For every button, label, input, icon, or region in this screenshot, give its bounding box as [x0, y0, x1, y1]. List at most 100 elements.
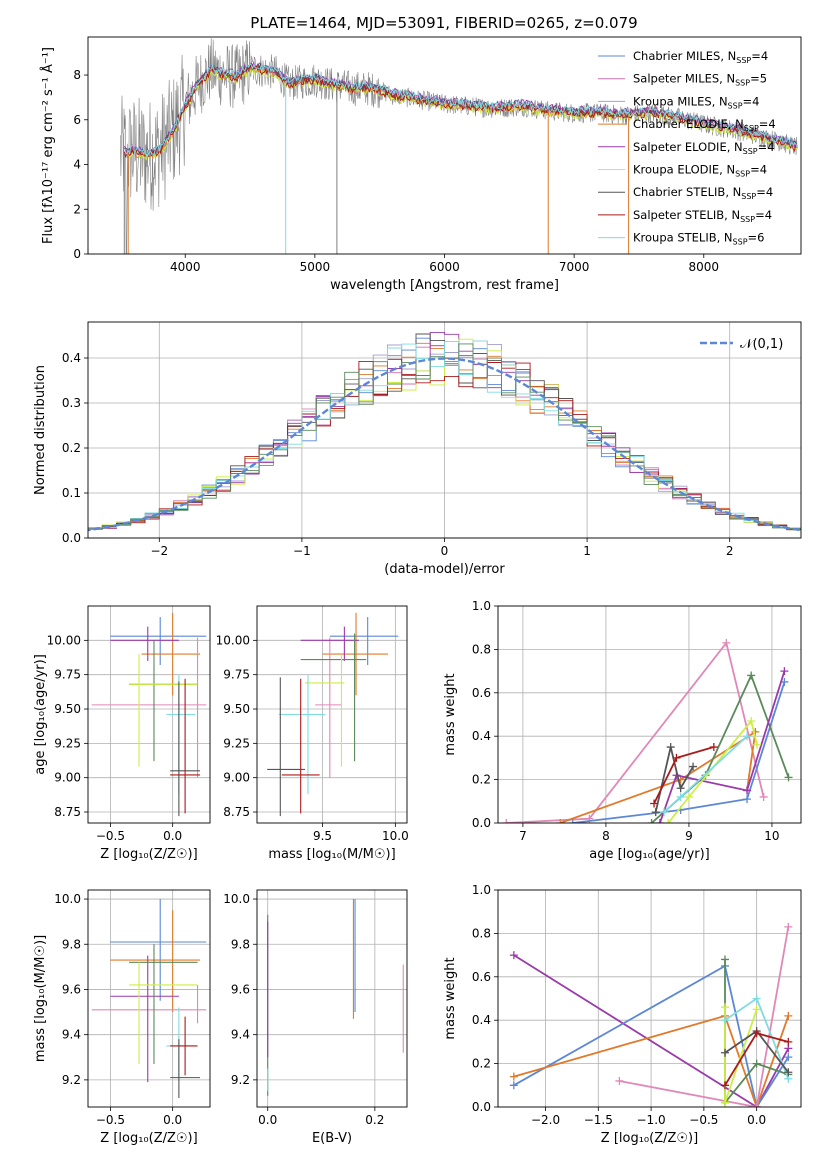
plot-area — [502, 638, 793, 823]
weight-marker — [647, 819, 656, 823]
weight-vs-age-panel: 7 8 9 10 0.0 0.2 0.4 0.6 0.8 1.0 age [log₁₀(age/yr… — [443, 599, 802, 862]
weight-marker — [759, 792, 768, 801]
legend-subscript: SSP — [743, 147, 758, 156]
legend-subscript: SSP — [735, 170, 750, 179]
weight-marker — [784, 1068, 793, 1077]
y-tick-label: 0 — [73, 247, 81, 261]
histogram-panel: −2 −1 0 1 2 0.0 0.1 0.2 0.3 0.4 (data-model)/error… — [33, 321, 802, 577]
y-tick-label: 0.3 — [62, 396, 81, 410]
y-tick-label: 9.8 — [231, 937, 250, 951]
legend-label: Chabrier ELODIE, NSSP=4 — [633, 117, 776, 133]
mass-vs-ebv-panel: 0.0 0.2 9.2 9.4 9.6 9.8 10.0 E(B-V) — [223, 889, 408, 1146]
weight-marker — [752, 1059, 761, 1068]
weight-marker — [664, 819, 673, 823]
legend-label: Salpeter MILES, NSSP=5 — [633, 72, 767, 88]
axes-frame — [87, 36, 802, 255]
legend-label: Chabrier STELIB, NSSP=4 — [633, 185, 773, 201]
weight-marker — [509, 1081, 518, 1090]
legend-subscript: SSP — [740, 215, 755, 224]
y-tick-label: 0.4 — [62, 351, 81, 365]
x-tick-label: 9.5 — [313, 829, 332, 843]
y-tick-label: 0.6 — [472, 970, 491, 984]
legend-label: Salpeter STELIB, NSSP=4 — [633, 208, 772, 224]
weight-marker — [684, 792, 693, 801]
y-axis-label: age [log₁₀(age/yr)] — [33, 654, 48, 775]
age-vs-mass-panel: 9.5 10.0 8.75 9.00 9.25 9.50 9.75 10.00 mass [lo… — [216, 605, 409, 862]
y-axis-label: mass weight — [443, 957, 458, 1039]
legend-label: Kroupa MILES, NSSP=4 — [633, 94, 759, 110]
y-tick-label: 9.6 — [62, 982, 81, 996]
legend-subscript: SSP — [736, 56, 751, 65]
y-tick-label: 0.0 — [472, 1100, 491, 1114]
y-axis-label: mass weight — [443, 673, 458, 755]
y-tick-label: 0.6 — [472, 686, 491, 700]
weight-marker — [780, 667, 789, 676]
legend-label: Kroupa STELIB, NSSP=6 — [633, 231, 764, 247]
x-tick-label: 0.0 — [163, 829, 182, 843]
legend-label: Kroupa ELODIE, NSSP=4 — [633, 163, 767, 179]
weight-marker — [666, 743, 675, 752]
x-axis-label: (data-model)/error — [384, 562, 505, 577]
weight-marker — [720, 1098, 729, 1107]
y-tick-label: 6 — [73, 113, 81, 127]
weight-line — [513, 954, 790, 1107]
axes-frame — [497, 889, 802, 1108]
weight-line — [619, 926, 790, 1107]
figure-title: PLATE=1464, MJD=53091, FIBERID=0265, z=0… — [250, 14, 637, 32]
weight-marker — [672, 753, 681, 762]
weight-line — [513, 964, 790, 1107]
axes-frame — [87, 605, 211, 824]
weight-marker — [709, 743, 718, 752]
weight-marker — [676, 784, 685, 793]
weight-marker — [747, 717, 756, 726]
spectrum-panel: 4000 5000 6000 7000 8000 0 2 4 6 8 wavelength [Ang… — [40, 36, 802, 293]
weight-marker — [784, 773, 793, 782]
weight-marker — [784, 1053, 793, 1062]
x-tick-label: −1 — [293, 544, 311, 558]
x-tick-label: −2.0 — [531, 1113, 560, 1127]
x-axis-label: wavelength [Angstrom, rest frame] — [330, 278, 559, 293]
y-tick-label: 1.0 — [472, 883, 491, 897]
legend-tail: =4 — [743, 94, 760, 108]
weight-marker — [784, 1011, 793, 1020]
plot-area — [267, 899, 404, 1096]
weight-marker — [509, 1072, 518, 1081]
y-tick-label: 0.2 — [472, 1057, 491, 1071]
y-tick-label: 8.75 — [223, 805, 250, 819]
axes-frame — [87, 321, 802, 539]
y-tick-label: 0.2 — [62, 441, 81, 455]
weight-marker — [676, 792, 685, 801]
y-tick-label: 9.00 — [54, 771, 81, 785]
x-tick-label: 7 — [519, 829, 527, 843]
weight-marker — [720, 1016, 729, 1025]
y-tick-label: 0.0 — [472, 816, 491, 830]
y-tick-label: 8 — [73, 68, 81, 82]
weight-marker — [752, 1103, 761, 1107]
y-tick-label: 10.0 — [223, 892, 250, 906]
weight-line — [513, 1014, 790, 1107]
legend-label: Salpeter ELODIE, NSSP=4 — [633, 140, 775, 156]
axes-frame — [87, 889, 211, 1108]
x-axis-label: E(B-V) — [312, 1131, 352, 1146]
legend-subscript: SSP — [733, 238, 748, 247]
weight-marker — [660, 808, 669, 817]
weight-marker — [615, 1076, 624, 1085]
x-axis-label: Z [log₁₀(Z/Z☉)] — [601, 1131, 698, 1146]
axes-frame — [497, 605, 802, 824]
y-tick-label: 9.2 — [231, 1073, 250, 1087]
weight-line — [667, 719, 758, 823]
x-tick-label: −0.5 — [689, 1113, 718, 1127]
legend-label: 𝒩(0,1) — [740, 337, 783, 352]
x-axis-label: Z [log₁₀(Z/Z☉)] — [100, 847, 197, 862]
y-tick-label: 9.50 — [223, 702, 250, 716]
weight-marker — [720, 1048, 729, 1057]
weight-marker — [556, 819, 565, 823]
plot-area — [267, 612, 399, 817]
legend-tail: =4 — [755, 208, 772, 222]
x-tick-label: −2 — [150, 544, 168, 558]
weight-marker — [753, 740, 762, 749]
weight-marker — [720, 1003, 729, 1012]
y-tick-label: 10.0 — [54, 892, 81, 906]
x-axis-label: Z [log₁₀(Z/Z☉)] — [100, 1131, 197, 1146]
plot-area — [91, 899, 207, 1098]
